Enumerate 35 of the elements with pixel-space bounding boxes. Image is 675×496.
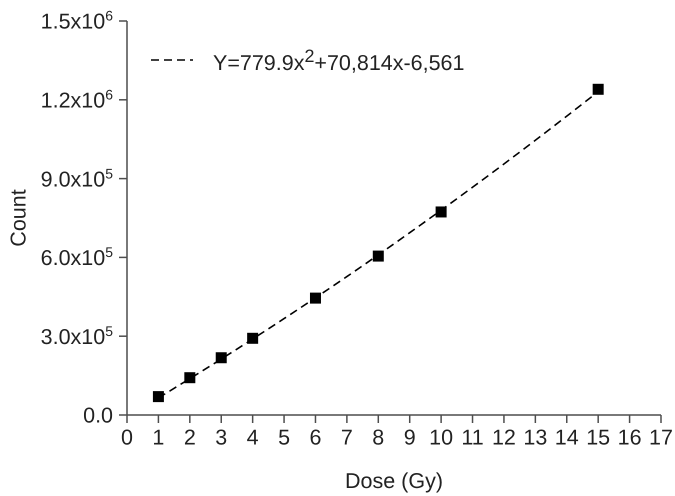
x-tick-label: 11 (461, 425, 484, 450)
x-tick-label: 7 (340, 425, 353, 450)
x-tick-label: 17 (649, 425, 673, 450)
x-tick-label: 0 (121, 425, 134, 450)
y-tick-label: 6.0x10$^{5}$ (40, 244, 114, 270)
point (592, 84, 604, 95)
x-tick-label: 8 (372, 425, 384, 450)
point (310, 292, 321, 304)
point (436, 206, 447, 218)
x-tick-label: 12 (492, 425, 516, 450)
x-tick-label: 3 (215, 425, 228, 450)
x-tick-label: 13 (523, 425, 548, 450)
x-tick-label: 1 (152, 425, 164, 450)
x-tick-label: 5 (278, 425, 290, 450)
x-tick-label: 9 (404, 425, 416, 450)
x-tick-label: 16 (618, 425, 642, 450)
x-tick-label: 15 (586, 425, 610, 450)
y-tick-label: 3.0x10$^{5}$ (40, 322, 114, 349)
point (247, 332, 258, 344)
x-tick-label: 14 (554, 425, 579, 450)
legend-label: Y=779.9x$^{2}$+70,814x-6,561 (213, 45, 464, 76)
point (184, 372, 196, 384)
point (152, 391, 164, 402)
point (216, 352, 227, 364)
x-tick-label: 4 (246, 425, 259, 450)
x-tick-label: 2 (184, 425, 196, 450)
x-tick-label: 10 (429, 425, 454, 450)
x-axis-title: Dose (Gy) (345, 469, 443, 493)
x-tick-label: 6 (309, 425, 322, 450)
y-tick-label: 1.5x10$^{6}$ (40, 8, 114, 34)
y-tick-label: 1.2x10$^{6}$ (40, 86, 114, 113)
y-axis-title: Count (6, 189, 31, 247)
y-tick-label: 0.0 (83, 404, 114, 428)
y-tick-label: 9.0x10$^{5}$ (40, 165, 114, 192)
point (372, 250, 384, 262)
